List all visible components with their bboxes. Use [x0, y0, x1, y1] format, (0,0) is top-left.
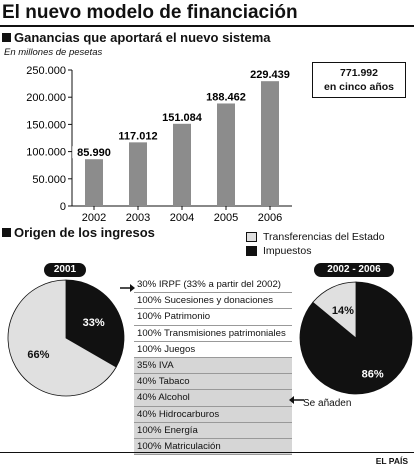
added-note: Se añaden	[303, 398, 352, 409]
square-bullet-icon	[2, 33, 11, 42]
list-item: 40% Tabaco	[134, 374, 292, 391]
pie-label: 14%	[332, 305, 354, 317]
legend-swatch	[246, 246, 257, 256]
legend-swatch	[246, 232, 257, 242]
data-label: 151.084	[162, 112, 203, 124]
total-box: 771.992 en cinco años	[312, 62, 406, 98]
taxes-list: 30% IRPF (33% a partir del 2002) 100% Suc…	[134, 277, 292, 456]
pie-section-heading-text: Origen de los ingresos	[14, 225, 155, 240]
y-tick-label: 250.000	[26, 65, 66, 77]
list-item: 100% Sucesiones y donaciones	[134, 293, 292, 310]
pie-slice	[7, 279, 117, 397]
pie-right-title: 2002 - 2006	[314, 263, 394, 277]
list-item: 100% Patrimonio	[134, 309, 292, 326]
x-tick-label: 2002	[82, 212, 106, 224]
pie-legend: Transferencias del Estado Impuestos	[246, 230, 385, 258]
legend-label: Transferencias del Estado	[263, 231, 385, 243]
legend-item-impuestos: Impuestos	[246, 244, 385, 258]
pie-slice	[312, 281, 357, 339]
bottom-divider	[0, 452, 414, 453]
bar	[261, 81, 279, 206]
data-label: 188.462	[206, 91, 246, 103]
y-tick-label: 150.000	[26, 119, 66, 131]
list-item: 40% Alcohol	[134, 390, 292, 407]
pie-label: 86%	[362, 368, 384, 380]
bar	[129, 142, 147, 206]
pie-chart-2002-2006: 86% 14%	[299, 281, 413, 395]
pie-left-title: 2001	[44, 263, 86, 277]
bar-chart: 0 50.000 100.000 150.000 200.000 250.000 2002 8…	[26, 65, 296, 224]
data-label-bg	[244, 68, 296, 81]
title-divider	[0, 25, 414, 27]
y-tick-label: 0	[60, 201, 66, 213]
arrow-to-list	[120, 284, 135, 292]
total-value: 771.992	[340, 67, 378, 79]
x-tick-label: 2004	[170, 212, 194, 224]
bar-section-heading-text: Ganancias que aportará el nuevo sistema	[14, 30, 271, 45]
data-label-bg	[200, 90, 252, 103]
data-label: 85.990	[77, 147, 111, 159]
units-label: En millones de pesetas	[4, 47, 103, 58]
pie-label: 66%	[27, 349, 49, 361]
data-label: 229.439	[250, 69, 290, 81]
x-tick-label: 2003	[126, 212, 150, 224]
x-tick-label: 2005	[214, 212, 238, 224]
list-item: 40% Hidrocarburos	[134, 406, 292, 423]
arrow-added	[289, 396, 304, 404]
bar	[217, 103, 235, 206]
pie-label: 33%	[83, 317, 105, 329]
total-label: en cinco años	[323, 81, 395, 93]
y-tick-label: 200.000	[26, 92, 66, 104]
data-label: 117.012	[118, 130, 157, 142]
data-label-bg	[72, 146, 116, 159]
list-item: 100% Transmisiones patrimoniales	[134, 326, 292, 342]
y-tick-label: 50.000	[32, 174, 66, 186]
legend-item-transferencias: Transferencias del Estado	[246, 230, 385, 244]
list-item: 30% IRPF (33% a partir del 2002)	[134, 277, 292, 294]
list-item: 100% Energía	[134, 422, 292, 439]
page-title: El nuevo modelo de financiación	[2, 2, 298, 23]
square-bullet-icon	[2, 228, 11, 237]
list-item: 100% Matriculación	[134, 438, 292, 456]
pie-section-heading: Origen de los ingresos	[2, 225, 155, 240]
list-item: 35% IVA	[134, 357, 292, 375]
list-item: 100% Juegos	[134, 342, 292, 358]
source-label: EL PAÍS	[375, 456, 408, 466]
x-tick-label: 2006	[258, 212, 282, 224]
data-label-bg	[156, 110, 208, 123]
bar	[85, 159, 103, 206]
bar-section-heading: Ganancias que aportará el nuevo sistema	[2, 30, 271, 45]
bar	[173, 123, 191, 206]
legend-label: Impuestos	[263, 245, 312, 257]
pie-slice	[65, 279, 125, 368]
pie-chart-2001: 33% 66%	[7, 279, 125, 397]
data-label-bg	[112, 129, 164, 142]
y-tick-label: 100.000	[26, 147, 66, 159]
